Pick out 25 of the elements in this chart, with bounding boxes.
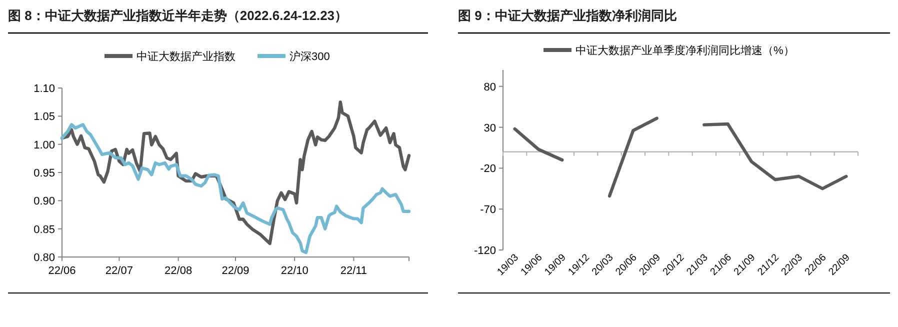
y-tick-label: 1.00 — [34, 139, 55, 152]
legend-label: 中证大数据产业单季度净利润同比增速（%） — [576, 44, 794, 57]
x-tick-label: 22/07 — [105, 265, 133, 277]
y-tick-label: 1.10 — [34, 83, 55, 95]
chart-title: 图 8：中证大数据产业指数近半年走势（2022.6.24-12.23） — [8, 8, 348, 23]
y-tick-label: -120 — [474, 245, 496, 257]
x-tick-label: 22/10 — [280, 265, 308, 277]
y-tick-label: 30 — [484, 122, 496, 134]
x-tick-label: 22/09 — [222, 265, 250, 277]
x-tick-label: 22/11 — [340, 265, 368, 277]
x-tick-label: 22/08 — [164, 265, 192, 277]
chart-title: 图 9：中证大数据产业指数净利润同比 — [458, 8, 677, 23]
y-tick-label: 80 — [484, 81, 496, 94]
legend-label: 中证大数据产业指数 — [136, 50, 236, 63]
y-tick-label: 1.05 — [34, 111, 55, 124]
x-tick-label: 22/06 — [48, 265, 76, 277]
y-tick-label: -20 — [480, 163, 496, 176]
y-tick-label: -70 — [480, 204, 496, 216]
y-tick-label: 0.95 — [34, 168, 55, 180]
line-series — [60, 100, 411, 246]
y-tick-label: 0.80 — [34, 252, 55, 264]
line-series — [60, 123, 411, 254]
y-tick-label: 0.90 — [34, 196, 55, 208]
legend-label: 沪深300 — [290, 50, 330, 63]
y-tick-label: 0.85 — [34, 224, 55, 236]
